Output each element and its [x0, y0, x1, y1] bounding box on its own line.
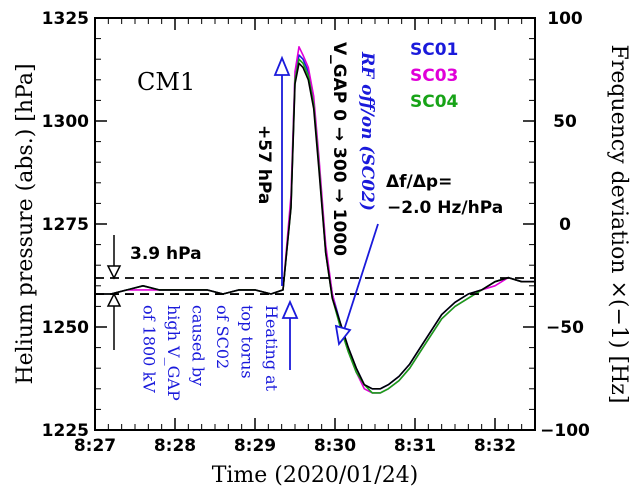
rf-arrow-head: [334, 324, 352, 347]
gap-arrow-up-head: [106, 292, 122, 307]
y2-tick-label: −100: [540, 421, 590, 441]
y-tick-label: 1325: [42, 9, 89, 29]
chart-title: CM1: [137, 68, 195, 96]
series-line-SC03: [95, 46, 535, 394]
y2-tick-label: 50: [553, 112, 577, 132]
y-axis-title: Helium pressure (abs.) [hPa]: [13, 63, 38, 384]
ratio-label-line1: Δf/Δp=: [386, 172, 452, 192]
x-tick-label: 8:30: [314, 436, 356, 456]
x-axis-title: Time (2020/01/24): [212, 463, 419, 488]
y-tick-label: 1225: [42, 421, 89, 441]
rise-label: +57 hPa: [254, 125, 274, 204]
heating-text-line: of 1800 kV: [140, 305, 159, 393]
y2-tick-label: 100: [547, 9, 583, 29]
y-tick-label: 1250: [42, 318, 89, 338]
vgap-label: V_GAP 0 → 300 → 1000: [329, 42, 349, 256]
heating-text-line: Heating at: [262, 305, 281, 392]
gap-label: 3.9 hPa: [130, 244, 202, 264]
y-tick-label: 1275: [42, 215, 89, 235]
x-tick-label: 8:28: [154, 436, 196, 456]
y2-axis-title: Frequency deviation ×(−1) [Hz]: [606, 45, 630, 404]
rf-label: RF off/on (SC02): [357, 51, 377, 211]
x-tick-label: 8:27: [74, 436, 116, 456]
legend-entry-SC03: SC03: [410, 66, 458, 86]
heating-text-line: of SC02: [213, 305, 232, 369]
heating-text-line: top torus: [238, 305, 257, 379]
legend-entry-SC01: SC01: [410, 40, 458, 60]
legend-entry-SC04: SC04: [410, 92, 459, 112]
y2-tick-label: 0: [559, 215, 571, 235]
rf-arrow-shaft: [343, 223, 379, 331]
gap-arrow-down-head: [106, 265, 122, 280]
x-tick-label: 8:31: [394, 436, 436, 456]
heating-text-line: high V_GAP: [164, 305, 183, 401]
heating-arrow-head: [281, 299, 299, 319]
series-line-unlabeled-3: [95, 62, 535, 390]
heating-text-line: caused by: [189, 305, 208, 386]
x-tick-label: 8:29: [234, 436, 276, 456]
y2-tick-label: −50: [546, 318, 584, 338]
rise-arrow-head: [273, 55, 291, 76]
y-tick-label: 1300: [42, 112, 89, 132]
ratio-label-line2: −2.0 Hz/hPa: [387, 198, 503, 218]
x-tick-label: 8:32: [474, 436, 516, 456]
